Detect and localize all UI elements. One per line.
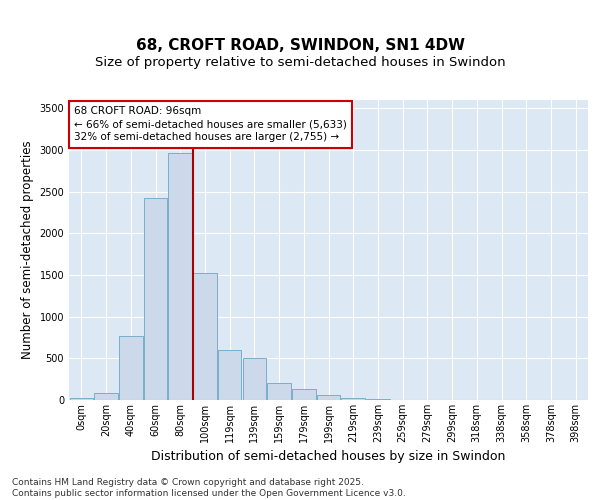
- Bar: [70, 398, 93, 400]
- X-axis label: Distribution of semi-detached houses by size in Swindon: Distribution of semi-detached houses by …: [151, 450, 506, 464]
- Bar: [366, 399, 389, 400]
- Bar: [193, 274, 217, 400]
- Text: 68, CROFT ROAD, SWINDON, SN1 4DW: 68, CROFT ROAD, SWINDON, SN1 4DW: [136, 38, 464, 52]
- Bar: [341, 398, 365, 400]
- Text: Size of property relative to semi-detached houses in Swindon: Size of property relative to semi-detach…: [95, 56, 505, 69]
- Bar: [94, 394, 118, 400]
- Bar: [242, 358, 266, 400]
- Bar: [292, 389, 316, 400]
- Bar: [144, 198, 167, 400]
- Bar: [268, 382, 291, 400]
- Bar: [119, 336, 143, 400]
- Text: 68 CROFT ROAD: 96sqm
← 66% of semi-detached houses are smaller (5,633)
32% of se: 68 CROFT ROAD: 96sqm ← 66% of semi-detac…: [74, 106, 347, 142]
- Y-axis label: Number of semi-detached properties: Number of semi-detached properties: [21, 140, 34, 360]
- Bar: [169, 152, 192, 400]
- Bar: [218, 350, 241, 400]
- Bar: [317, 395, 340, 400]
- Text: Contains HM Land Registry data © Crown copyright and database right 2025.
Contai: Contains HM Land Registry data © Crown c…: [12, 478, 406, 498]
